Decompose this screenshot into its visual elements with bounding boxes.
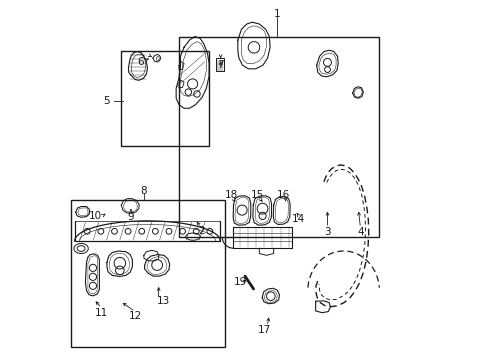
Text: 16: 16	[276, 190, 290, 200]
Text: 15: 15	[251, 190, 264, 200]
Text: 5: 5	[103, 96, 110, 106]
Text: 19: 19	[234, 277, 247, 287]
Text: 1: 1	[274, 9, 281, 19]
Text: 9: 9	[128, 212, 134, 222]
Bar	[71, 200, 225, 347]
Bar	[179, 37, 379, 237]
Text: 11: 11	[95, 308, 108, 318]
Text: 3: 3	[324, 227, 331, 237]
Text: 14: 14	[292, 215, 305, 224]
Text: 12: 12	[129, 311, 142, 321]
Text: 8: 8	[140, 186, 147, 196]
Text: 7: 7	[217, 59, 224, 69]
Text: 18: 18	[224, 190, 238, 200]
Text: 6: 6	[137, 57, 144, 67]
Bar	[122, 51, 209, 146]
Text: 17: 17	[257, 325, 270, 335]
Text: 2: 2	[198, 226, 204, 236]
Text: 4: 4	[357, 227, 364, 237]
Text: 10: 10	[89, 211, 101, 221]
Text: 13: 13	[157, 296, 170, 306]
Bar	[216, 58, 224, 71]
